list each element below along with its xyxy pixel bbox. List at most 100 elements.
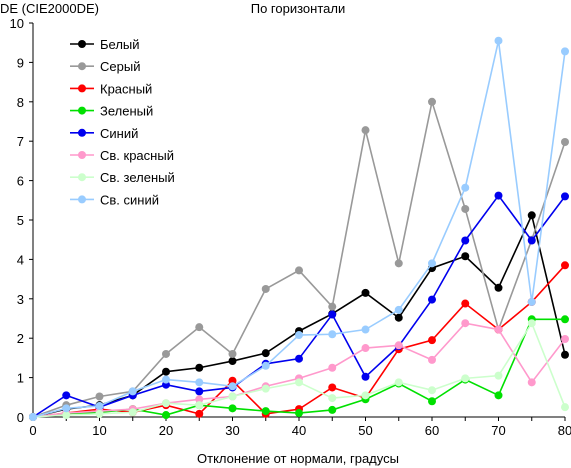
y-tick-label: 4 [17,252,24,267]
legend-swatch-marker [78,173,86,182]
data-point [394,259,403,268]
data-point [561,137,569,146]
data-point [527,297,536,306]
data-point [195,323,204,332]
legend-item: Белый [70,37,140,52]
data-point [95,409,104,418]
data-point [29,413,37,421]
x-tick-label: 0 [29,423,36,438]
series-5 [29,191,569,421]
data-point [561,261,569,270]
x-tick-label: 10 [92,423,106,438]
legend-item: Св. синий [70,192,159,207]
data-point [461,236,470,245]
y-tick-label: 1 [17,371,24,386]
y-tick-label: 8 [17,95,24,110]
y-tick-label: 6 [17,174,24,189]
data-point [228,404,237,413]
data-point [361,325,370,334]
data-point [561,403,569,412]
x-tick-label: 60 [425,423,439,438]
data-point [394,378,403,387]
legend-label: Серый [100,59,140,74]
legend-swatch-marker [78,106,86,115]
y-tick-label: 3 [17,292,24,307]
y-tick-label: 9 [17,55,24,70]
data-point [361,344,370,353]
legend-swatch-marker [78,151,86,159]
data-point [461,204,470,213]
data-point [527,319,536,328]
y-tick-label: 7 [17,134,24,149]
data-point [328,394,337,403]
data-point [428,295,436,304]
data-point [527,236,536,245]
x-tick-label: 40 [292,423,306,438]
data-point [428,97,436,106]
data-point [228,382,237,391]
axes: 0 1 2 3 4 5 6 7 8 9 10 0 10 20 30 40 50 60 70 80 [10,16,571,438]
data-point [561,350,569,359]
series-7 [29,319,569,421]
data-point [461,374,470,383]
data-point [461,319,470,328]
data-point [394,313,403,322]
legend-swatch-marker [78,62,86,71]
x-tick-label: 80 [558,423,571,438]
data-point [195,378,204,387]
data-point [361,391,370,400]
series-layer [29,36,569,421]
data-point [461,299,470,308]
data-point [494,371,503,380]
data-point [527,378,536,387]
legend-item: Св. красный [70,148,174,163]
data-point [527,211,536,220]
data-point [295,354,303,363]
data-point [228,392,237,401]
data-point [195,401,204,410]
data-point [328,310,337,319]
legend-item: Красный [70,81,152,96]
data-point [162,349,170,358]
y-tick-label: 5 [17,213,24,228]
data-point [261,361,270,370]
legend-swatch-marker [78,84,86,93]
data-point [261,407,270,416]
data-point [62,391,71,400]
data-point [328,405,337,414]
data-point [295,266,303,275]
data-point [494,391,503,400]
legend-item: Св. зеленый [70,170,175,185]
x-tick-label: 50 [358,423,372,438]
data-point [62,411,71,420]
y-tick-label: 10 [10,16,24,31]
data-point [95,392,104,401]
data-point [361,126,370,135]
x-tick-label: 30 [225,423,239,438]
data-point [361,288,370,297]
legend-swatch-marker [78,195,86,204]
series-line [32,212,566,418]
x-axis-label: Отклонение от нормали, градусы [197,451,399,466]
data-point [461,183,470,192]
data-point [428,355,436,364]
legend-label: Св. красный [100,148,174,163]
data-point [261,349,270,358]
data-point [228,357,237,366]
data-point [494,191,503,200]
data-point [162,399,170,408]
legend-label: Синий [100,126,138,141]
legend-item: Зеленый [70,104,153,119]
data-point [195,363,204,372]
legend-swatch-marker [78,40,86,48]
legend-label: Св. синий [100,192,159,207]
data-point [328,302,337,311]
legend-box [64,30,200,218]
data-point [228,376,237,385]
data-point [328,330,337,339]
data-point [128,408,137,417]
data-point [295,378,303,387]
legend-label: Зеленый [100,104,153,119]
data-point [561,334,569,343]
series-8 [29,36,569,421]
